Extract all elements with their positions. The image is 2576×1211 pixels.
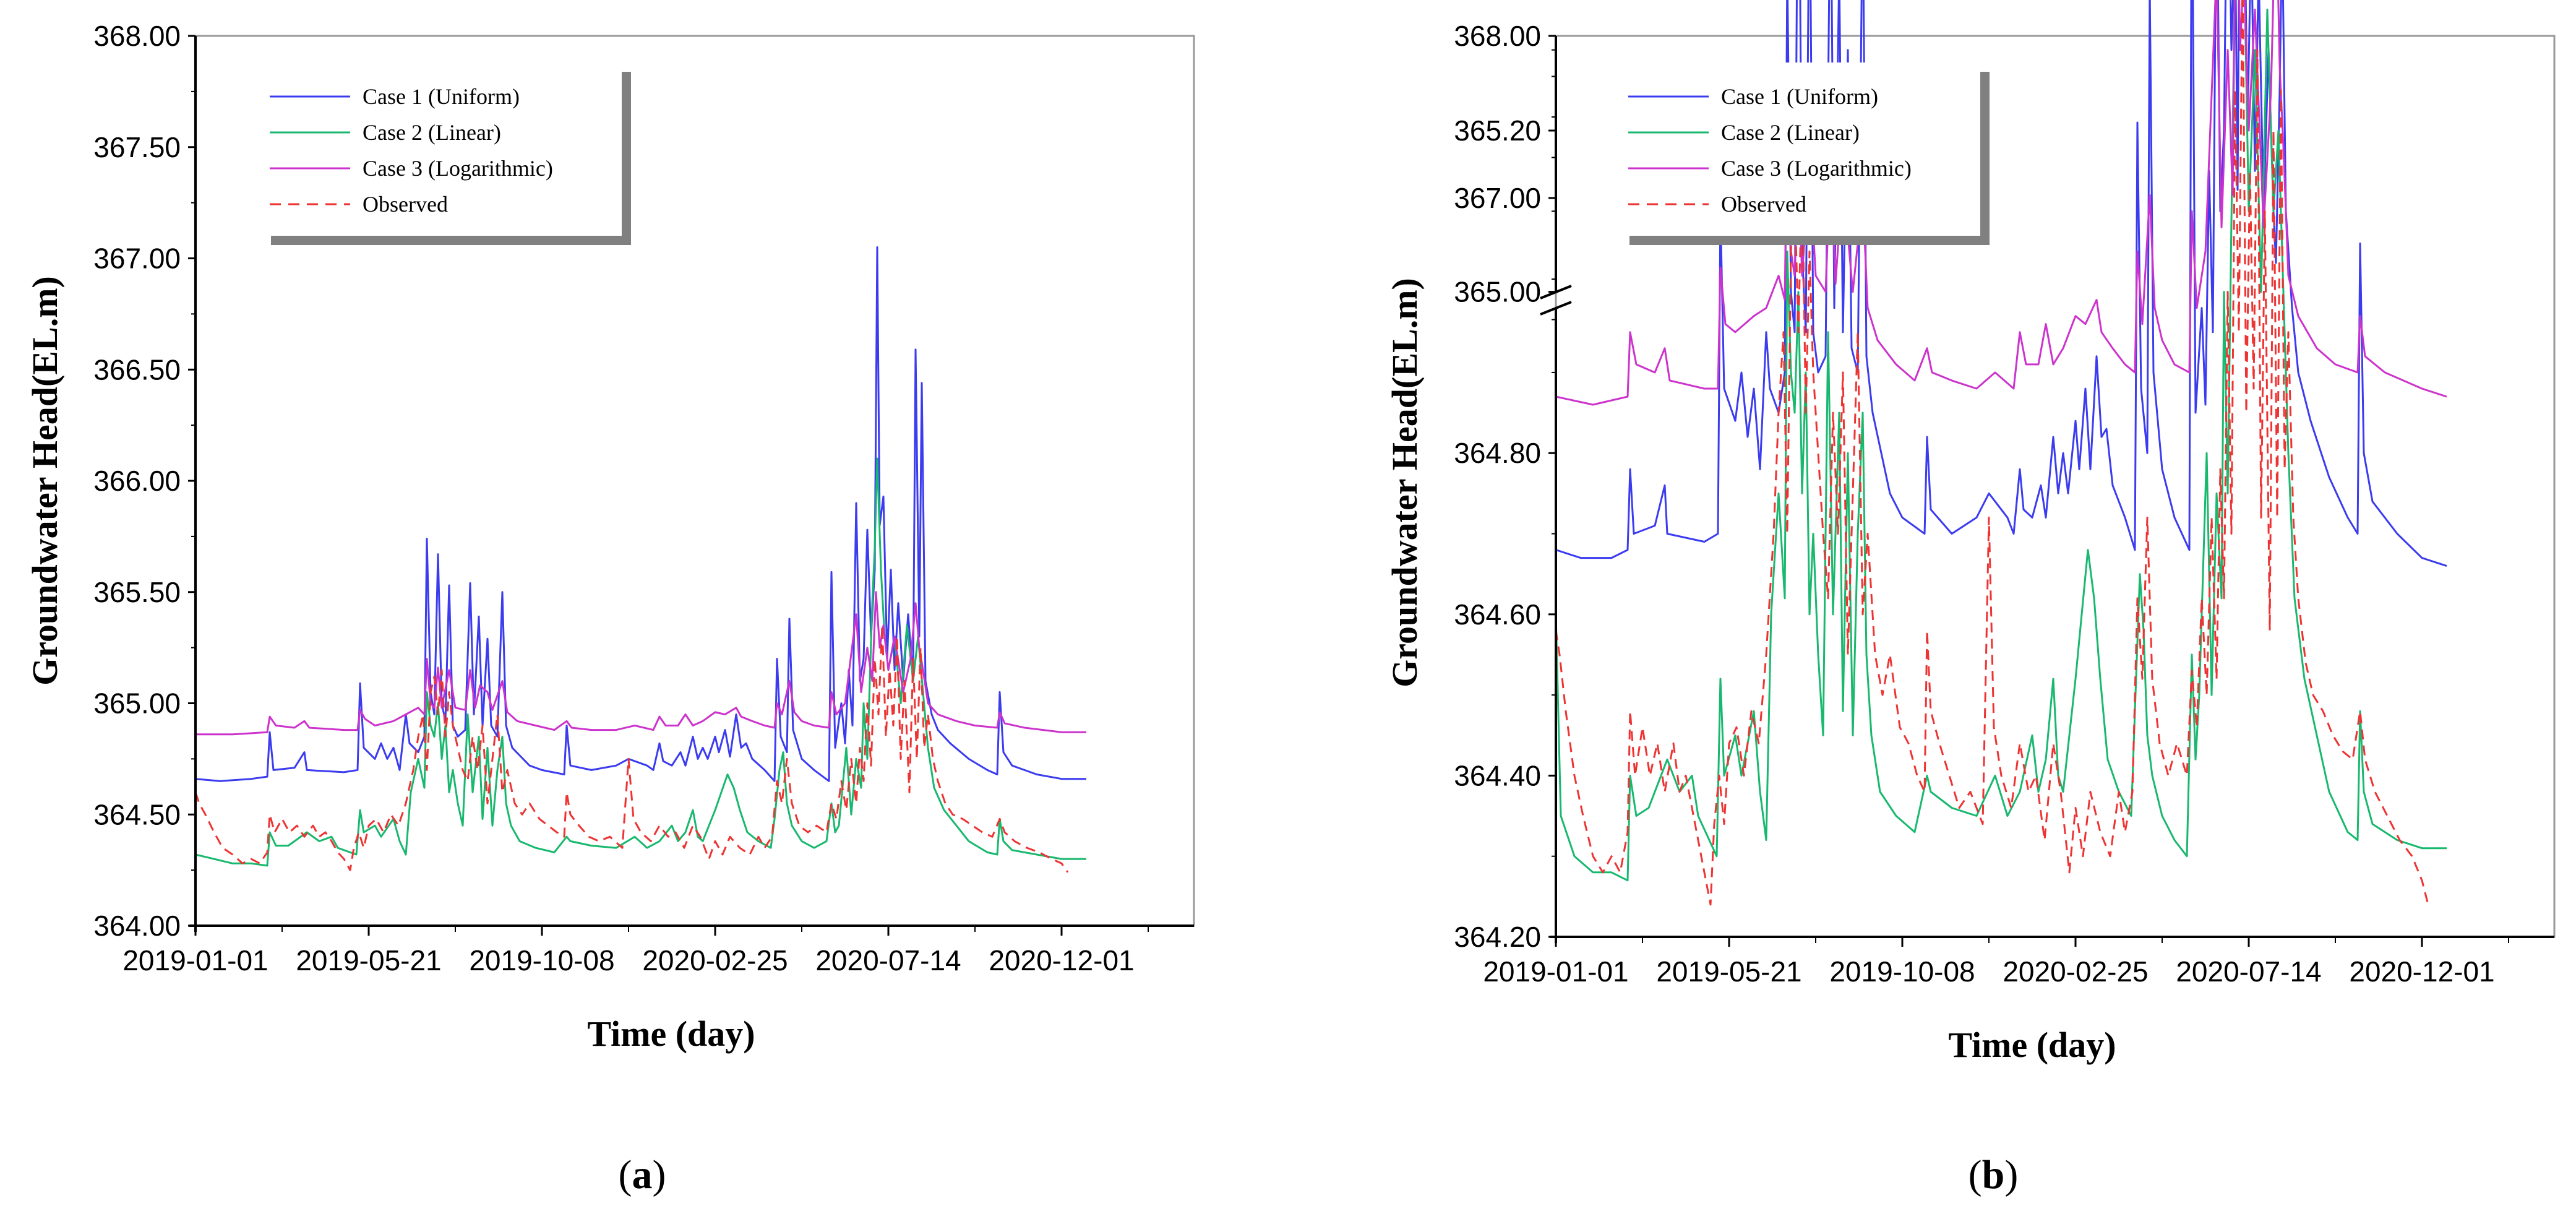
y-tick-label: 364.60 (1454, 598, 1541, 631)
x-tick-label: 2020-07-14 (815, 944, 961, 976)
y-axis-b: 364.20364.40364.60364.80365.00365.20365.… (1454, 20, 1556, 953)
x-tick-label: 2019-05-21 (1656, 955, 1801, 988)
legend-label-case2-a: Case 2 (Linear) (363, 120, 501, 145)
axis-break-slash-2 (1540, 301, 1572, 316)
legend-label-case3-a: Case 3 (Logarithmic) (363, 156, 553, 181)
y-tick-label: 368.00 (93, 20, 181, 52)
y-tick-label: 364.00 (93, 910, 181, 942)
panel-letter-b: b (1982, 1152, 2005, 1197)
series-line-case-2-linear (1555, 0, 2447, 882)
legend-box-a (262, 62, 622, 236)
y-tick-label: 365.00 (93, 687, 181, 720)
legend-label-observed-a: Observed (363, 192, 448, 217)
y-tick-label: 365.20 (1454, 114, 1541, 147)
legend-box-b (1620, 62, 1980, 236)
legend-b: Case 1 (Uniform) Case 2 (Linear) Case 3 … (1620, 62, 1990, 245)
series-line-case-1-uniform (1555, 0, 2447, 567)
legend-a: Case 1 (Uniform) Case 2 (Linear) Case 3 … (262, 62, 631, 245)
chart-panel-a: 364.00 364.50 365.00 365.50 366.00 366.50 367.… (25, 20, 1195, 1197)
y-tick-label: 364.50 (93, 798, 181, 830)
axis-break-slash-1 (1540, 285, 1572, 300)
x-tick-label: 2020-12-01 (2349, 955, 2494, 988)
y-axis-title-a: Groundwater Head(EL.m) (25, 276, 65, 686)
x-tick-label: 2020-12-01 (989, 944, 1134, 976)
x-tick-label: 2019-01-01 (122, 944, 268, 976)
y-tick-label: 365.00 (1454, 276, 1541, 308)
panel-label-a: (a) (619, 1152, 666, 1197)
x-tick-label: 2020-07-14 (2176, 955, 2321, 988)
x-tick-label: 2019-05-21 (296, 944, 441, 976)
y-tick-label: 367.50 (93, 131, 181, 163)
y-tick-label: 367.00 (1454, 182, 1541, 214)
y-tick-label: 366.00 (93, 465, 181, 497)
legend-label-case1-b: Case 1 (Uniform) (1721, 84, 1878, 109)
series-line-observed (1555, 0, 2429, 906)
axis-break-marker (1540, 285, 1572, 316)
y-tick-label: 366.50 (93, 353, 181, 386)
series-line-case-1-uniform (195, 246, 1086, 782)
x-axis-a: 2019-01-01 2019-05-21 2019-10-08 2020-02-25… (122, 926, 1149, 976)
x-axis-title-a: Time (day) (587, 1014, 755, 1054)
y-tick-label: 364.80 (1454, 437, 1541, 469)
panel-letter-a: a (632, 1152, 653, 1197)
x-tick-label: 2020-02-25 (642, 944, 788, 976)
y-tick-label: 367.00 (93, 243, 181, 275)
y-tick-label: 365.50 (93, 576, 181, 608)
x-tick-label: 2020-02-25 (2003, 955, 2148, 988)
x-tick-label: 2019-10-08 (1829, 955, 1975, 988)
series-group-b (1555, 0, 2447, 906)
series-line-observed (194, 624, 1069, 873)
x-axis-b: 2019-01-01 2019-05-21 2019-10-08 2020-02-25… (1483, 937, 2509, 988)
panel-label-b: (b) (1968, 1152, 2019, 1197)
y-tick-label: 364.20 (1454, 921, 1541, 953)
legend-label-case3-b: Case 3 (Logarithmic) (1721, 156, 1912, 181)
x-tick-label: 2019-01-01 (1483, 955, 1628, 988)
series-line-case-2-linear (195, 457, 1086, 867)
x-axis-title-b: Time (day) (1948, 1025, 2116, 1065)
y-axis-title-b: Groundwater Head(EL.m) (1385, 278, 1425, 687)
series-line-case-3-logarithmic (195, 591, 1086, 736)
y-tick-label: 368.00 (1454, 20, 1541, 52)
series-group-a (194, 246, 1086, 873)
x-tick-label: 2019-10-08 (469, 944, 614, 976)
y-tick-label: 364.40 (1454, 759, 1541, 791)
series-line-case-3-logarithmic (1555, 0, 2447, 406)
chart-panel-b: 364.20364.40364.60364.80365.00365.20365.… (1385, 0, 2556, 1197)
legend-label-case2-b: Case 2 (Linear) (1721, 120, 1860, 145)
legend-label-observed-b: Observed (1721, 192, 1806, 217)
y-axis-a: 364.00 364.50 365.00 365.50 366.00 366.50 367.… (93, 20, 195, 942)
legend-label-case1-a: Case 1 (Uniform) (363, 84, 520, 109)
